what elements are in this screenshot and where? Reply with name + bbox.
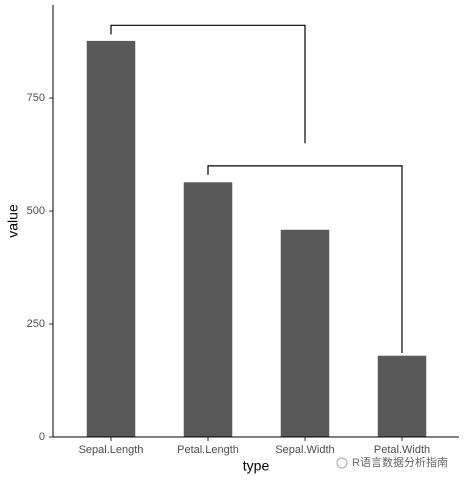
bracket [110, 24, 306, 144]
y-tick-label: 250 [27, 318, 45, 330]
bar [86, 40, 136, 438]
y-tick-label: 750 [27, 92, 45, 104]
bar [377, 355, 427, 437]
bar [280, 229, 330, 437]
y-axis-title: value [5, 204, 21, 238]
x-tick-label: Sepal.Length [79, 444, 144, 456]
bar [183, 182, 233, 437]
watermark-icon [336, 457, 348, 469]
watermark: R语言数据分析指南 [352, 455, 448, 469]
x-axis-title: type [243, 458, 270, 474]
bracket [207, 165, 403, 353]
x-tick-label: Petal.Length [177, 444, 239, 456]
y-tick-label: 0 [39, 431, 45, 443]
x-tick-label: Petal.Width [374, 444, 430, 456]
x-tick-label: Sepal.Width [275, 444, 334, 456]
y-tick-label: 500 [27, 205, 45, 217]
